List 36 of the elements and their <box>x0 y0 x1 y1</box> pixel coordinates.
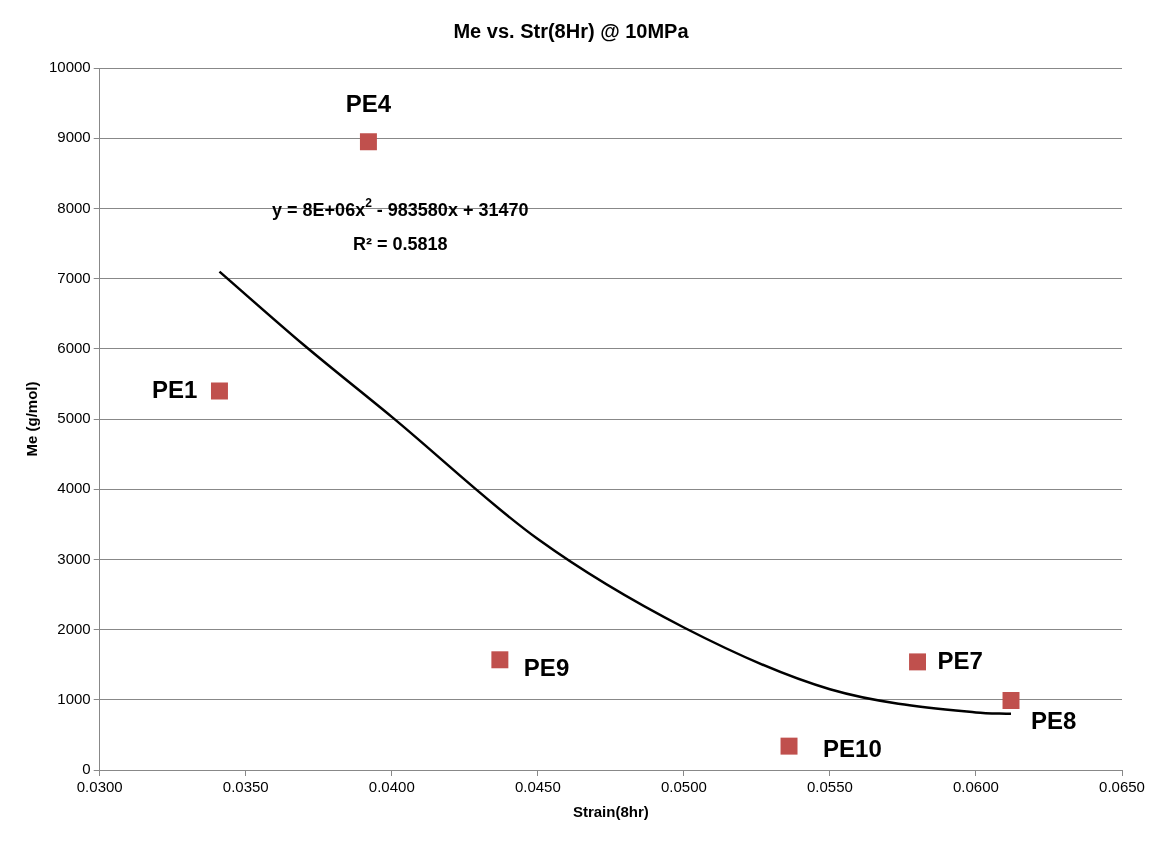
annotation: PE4 <box>345 90 392 118</box>
annotation: PE8 <box>1031 707 1077 735</box>
y-tick-label: 6000 <box>57 338 91 356</box>
annotation: R² = 0.5818 <box>352 233 448 254</box>
y-tick-label: 8000 <box>57 198 91 216</box>
x-tick-label: 0.0550 <box>806 778 853 796</box>
annotation: PE10 <box>823 734 882 762</box>
y-tick-label: 4000 <box>57 479 91 497</box>
annotation: PE7 <box>937 646 983 674</box>
point <box>491 651 509 669</box>
y-tick-label: 7000 <box>57 268 91 286</box>
y-tick-label: 5000 <box>57 409 91 427</box>
x-tick-label: 0.0450 <box>514 778 561 796</box>
y-axis-title: Me (g/mol) <box>23 381 41 457</box>
point <box>1002 692 1020 709</box>
x-tick-label: 0.0350 <box>222 778 269 796</box>
x-axis-title: Strain(8hr) <box>572 803 649 821</box>
annotation: PE9 <box>523 654 570 682</box>
y-tick-label: 10000 <box>48 58 91 76</box>
line-series <box>218 270 1013 716</box>
y-tick-label: 9000 <box>57 128 91 146</box>
y-tick-label: 2000 <box>57 619 91 637</box>
y-tick-label: 0 <box>82 760 91 778</box>
x-tick-label: 0.0600 <box>953 778 999 796</box>
point <box>359 133 377 151</box>
y-tick-label: 3000 <box>57 549 91 567</box>
point <box>909 653 927 671</box>
point <box>210 382 228 400</box>
x-tick-label: 0.0400 <box>368 778 415 796</box>
x-tick-label: 0.0500 <box>660 778 707 796</box>
chart-title: Me vs. Str(8Hr) @ 10MPa <box>453 19 690 42</box>
annotation: PE1 <box>152 375 198 403</box>
x-tick-label: 0.0650 <box>1099 778 1145 796</box>
point <box>780 737 798 755</box>
x-tick-label: 0.0300 <box>76 778 123 796</box>
y-tick-label: 1000 <box>57 689 91 707</box>
